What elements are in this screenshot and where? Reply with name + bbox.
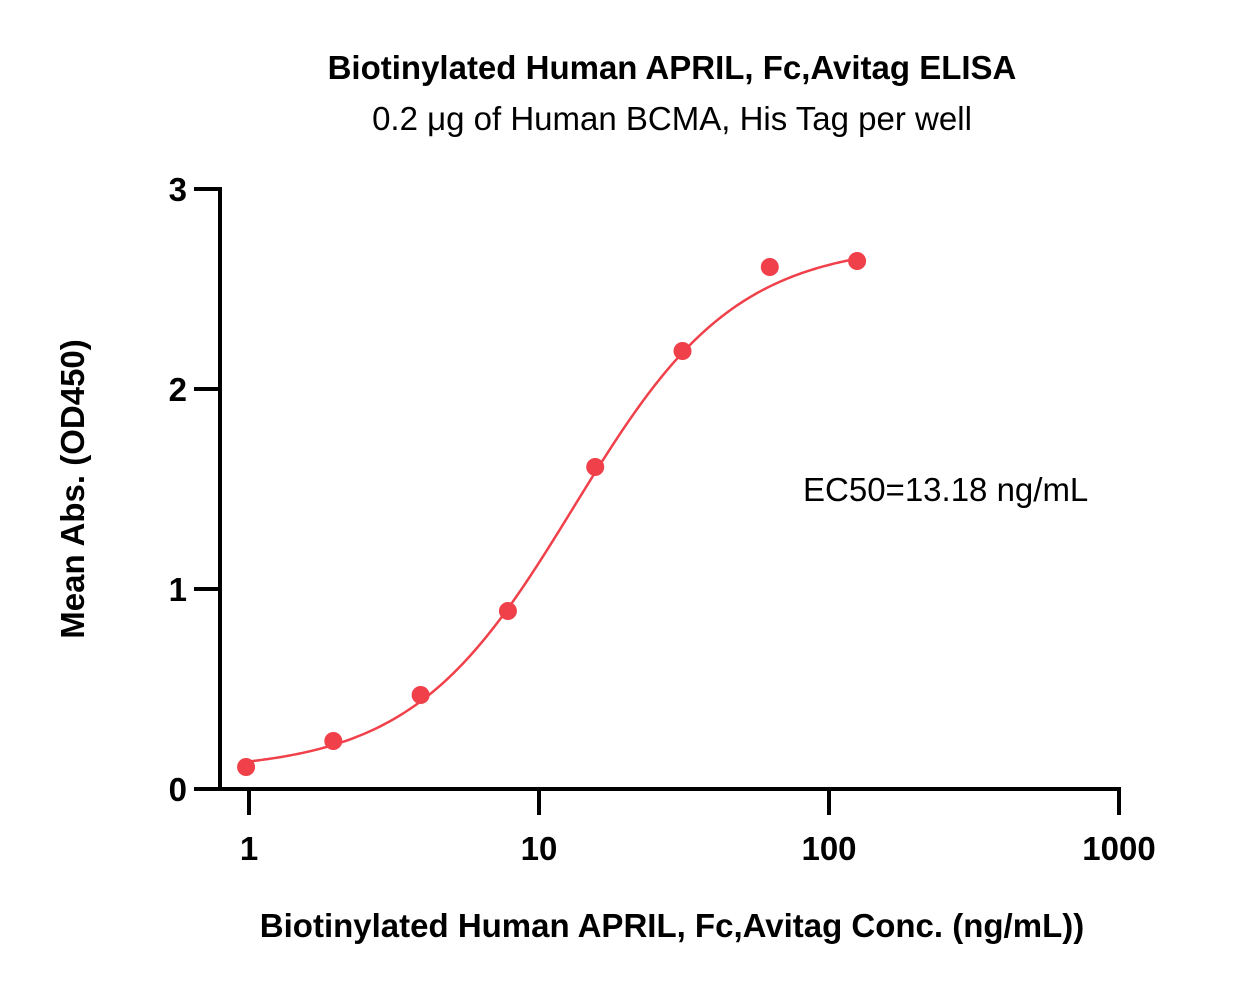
y-tick-label: 1 [169, 571, 187, 608]
tick-group: 0 1 2 3 1 10 100 1000 [169, 171, 1156, 867]
data-point [237, 758, 256, 776]
y-tick-label: 3 [169, 171, 187, 208]
y-tick-label: 0 [169, 771, 187, 808]
data-point [848, 252, 867, 270]
ec50-annotation: EC50=13.18 ng/mL [803, 471, 1088, 508]
data-point [498, 602, 517, 620]
chart-subtitle: 0.2 μg of Human BCMA, His Tag per well [372, 100, 972, 137]
x-tick-label: 1000 [1082, 830, 1155, 867]
data-point [324, 732, 343, 750]
x-tick-label: 1 [240, 830, 258, 867]
data-points [237, 252, 867, 776]
data-point [760, 258, 779, 276]
x-axis-label: Biotinylated Human APRIL, Fc,Avitag Conc… [260, 907, 1084, 944]
fit-curve [245, 257, 858, 764]
chart-title: Biotinylated Human APRIL, Fc,Avitag ELIS… [328, 49, 1017, 86]
x-tick-label: 100 [801, 830, 856, 867]
axes [194, 187, 1121, 791]
data-point [411, 686, 430, 704]
data-point [673, 342, 692, 360]
data-point [586, 458, 605, 476]
x-tick-label: 10 [521, 830, 558, 867]
y-axis-label: Mean Abs. (OD450) [54, 339, 91, 639]
y-tick-label: 2 [169, 371, 187, 408]
